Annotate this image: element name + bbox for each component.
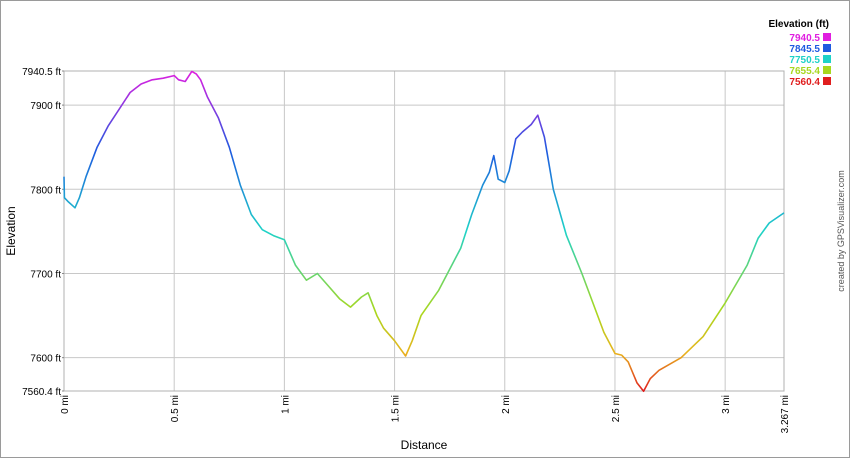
- legend-entry-label: 7940.5: [789, 33, 820, 44]
- x-tick-label: 2 mi: [501, 395, 512, 414]
- x-axis-label: Distance: [401, 438, 448, 452]
- plot-area: [63, 70, 785, 392]
- x-tick-label: 0 mi: [60, 395, 71, 414]
- legend-entry-label: 7560.4: [789, 77, 820, 88]
- x-tick-labels: 0 mi 0.5 mi 1 mi 1.5 mi 2 mi 2.5 mi 3 mi 3.267 …: [60, 395, 791, 433]
- credit-label: created by GPSVisualizer.com: [836, 170, 846, 291]
- y-axis-label: Elevation: [4, 206, 18, 255]
- x-tick-label: 3 mi: [721, 395, 732, 414]
- x-tick-label: 0.5 mi: [170, 395, 181, 422]
- legend-entry-label: 7845.5: [789, 44, 820, 55]
- y-tick-label: 7940.5 ft: [22, 67, 61, 78]
- legend-swatch: [823, 77, 831, 85]
- y-tick-label: 7700 ft: [30, 269, 61, 280]
- legend-entry-label: 7655.4: [789, 66, 820, 77]
- y-tick-label: 7900 ft: [30, 101, 61, 112]
- grid-lines: [63, 70, 785, 392]
- legend-swatch: [823, 44, 831, 52]
- legend-swatch: [823, 55, 831, 63]
- elevation-series-line: [63, 70, 785, 393]
- plot-border: [63, 70, 785, 392]
- x-tick-label: 1 mi: [280, 395, 291, 414]
- legend: Elevation (ft) 7940.57845.57750.57655.47…: [768, 19, 831, 88]
- y-tick-labels: 7940.5 ft 7900 ft 7800 ft 7700 ft 7600 ft 756…: [22, 67, 64, 398]
- y-tick-label: 7800 ft: [30, 185, 61, 196]
- y-tick-label: 7600 ft: [30, 354, 61, 365]
- legend-swatch: [823, 33, 831, 41]
- legend-entry-label: 7750.5: [789, 55, 820, 66]
- y-tick-label: 7560.4 ft: [22, 387, 61, 398]
- legend-title: Elevation (ft): [768, 19, 829, 30]
- legend-swatch: [823, 66, 831, 74]
- x-tick-label: 3.267 mi: [780, 395, 791, 433]
- x-tick-label: 1.5 mi: [391, 395, 402, 422]
- series-layer: [63, 70, 785, 393]
- x-tick-label: 2.5 mi: [611, 395, 622, 422]
